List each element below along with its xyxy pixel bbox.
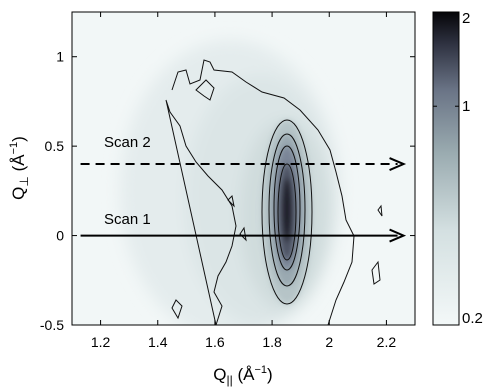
contour-ring-4 [277, 163, 297, 261]
contour-ring-3 [273, 145, 301, 271]
scan-arrowhead-1 [389, 228, 407, 243]
contour-ring-2 [268, 133, 306, 287]
x-tick-label: 1.6 [205, 334, 225, 350]
y-tick-label: -0.5 [40, 317, 64, 333]
contour-small-3 [227, 194, 235, 208]
y-tick-label: 0.5 [45, 138, 65, 154]
colorbar-ticks: 0.2 1 2 [433, 10, 483, 327]
contour-ring-1 [261, 119, 313, 305]
scan-label-1: Scan 1 [104, 211, 151, 228]
peak-intensity [262, 120, 312, 304]
colorbar: 0.2 1 2 [432, 10, 483, 327]
y-tick-label: 1 [56, 49, 64, 65]
colorbar-gradient [432, 11, 460, 326]
y-axis: -0.5 0 0.5 1 [40, 49, 415, 333]
x-axis: 1.2 1.4 1.6 1.8 2 2.2 [91, 12, 397, 350]
scan-lines [80, 157, 407, 243]
colorbar-tick-label: 1 [462, 98, 470, 115]
contour-island [171, 299, 183, 320]
x-tick-label: 1.2 [91, 334, 111, 350]
x-tick-label: 2 [325, 334, 333, 350]
x-tick-label: 1.8 [262, 334, 282, 350]
contour-small-1 [239, 226, 247, 242]
contour-inner-blob [195, 79, 215, 101]
x-tick-label: 2.2 [377, 334, 397, 350]
scan-label-2: Scan 2 [104, 134, 151, 151]
x-tick-label: 1.4 [148, 334, 168, 350]
colorbar-tick-label: 2 [462, 10, 470, 27]
contour-small-2 [377, 204, 383, 217]
heatmap-plot-area [71, 11, 416, 326]
colorbar-tick-label: 0.2 [462, 310, 483, 327]
plot-frame [71, 11, 416, 326]
y-tick-label: 0 [56, 228, 64, 244]
contour-outer [165, 59, 355, 325]
scan-arrowhead-2 [389, 157, 407, 171]
x-axis-title: Q|| (Å−1) [213, 364, 272, 387]
y-axis-title: Q⊥ (Å−1) [8, 136, 31, 200]
contour-island-right [371, 260, 381, 285]
contour-lines [165, 59, 383, 325]
